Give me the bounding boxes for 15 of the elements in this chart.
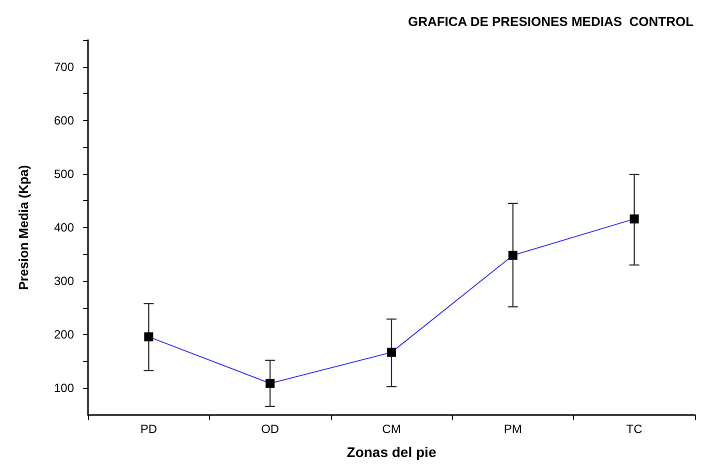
x-tick-label: PM xyxy=(504,422,522,436)
y-tick-label: 600 xyxy=(54,113,74,128)
y-tick-label: 300 xyxy=(54,274,74,288)
x-tick-label: TC xyxy=(626,422,643,436)
y-tick-label: 400 xyxy=(54,220,74,234)
y-tick-label: 100 xyxy=(54,381,74,396)
y-axis-title: Presion Media (Kpa) xyxy=(16,165,31,290)
x-tick-label: OD xyxy=(261,422,280,436)
y-tick-label: 700 xyxy=(54,60,74,74)
y-tick-label: 500 xyxy=(54,166,74,181)
y-tick-label: 200 xyxy=(54,328,74,342)
x-tick-label: CM xyxy=(382,422,401,436)
chart-title: GRAFICA DE PRESIONES MEDIAS CONTROL xyxy=(408,14,694,29)
x-axis-title: Zonas del pie xyxy=(346,444,436,460)
x-tick-label: PD xyxy=(140,422,158,436)
